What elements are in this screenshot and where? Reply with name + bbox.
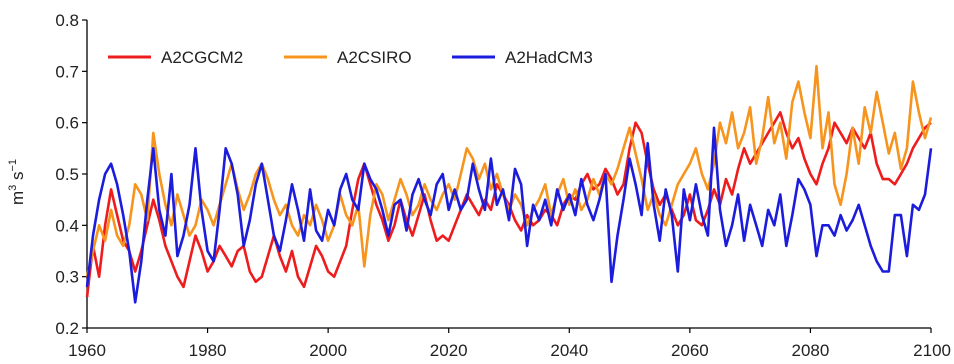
x-tick-label: 2040 (550, 341, 588, 360)
y-tick-label: 0.8 (55, 11, 79, 30)
y-label-base2: s (8, 172, 27, 185)
x-tick-label: 2000 (309, 341, 347, 360)
y-tick-label: 0.7 (55, 62, 79, 81)
series-line-a2cgcm2 (85, 111, 932, 298)
y-label-base1: m (8, 191, 27, 205)
x-ticks: 1960 1980 2000 2020 2040 2060 2080 2100 (68, 328, 951, 360)
legend: A2CGCM2 A2CSIRO A2HadCM3 (108, 48, 593, 67)
y-tick-label: 0.6 (55, 114, 79, 133)
x-tick-label: 1960 (68, 341, 106, 360)
series-line-a2csiro (85, 64, 933, 277)
legend-label-a2cgcm2: A2CGCM2 (161, 48, 243, 67)
series-line-a2hadcm3 (85, 126, 933, 304)
y-tick-label: 0.3 (55, 268, 79, 287)
x-tick-label: 2020 (430, 341, 468, 360)
legend-label-a2csiro: A2CSIRO (337, 48, 412, 67)
y-tick-label: 0.4 (55, 216, 79, 235)
y-label-sup1: 3 (7, 185, 19, 191)
x-tick-label: 2080 (792, 341, 830, 360)
x-tick-label: 2060 (671, 341, 709, 360)
series-group (85, 64, 933, 304)
y-ticks: 0.2 0.3 0.4 0.5 0.6 0.7 0.8 (55, 11, 87, 338)
y-axis-label: m3 s−1 (7, 159, 27, 205)
x-tick-label: 2100 (913, 341, 951, 360)
y-tick-label: 0.2 (55, 319, 79, 338)
x-tick-label: 1980 (189, 341, 227, 360)
y-label-sup2: −1 (7, 159, 19, 172)
y-tick-label: 0.5 (55, 165, 79, 184)
legend-label-a2hadcm3: A2HadCM3 (505, 48, 593, 67)
